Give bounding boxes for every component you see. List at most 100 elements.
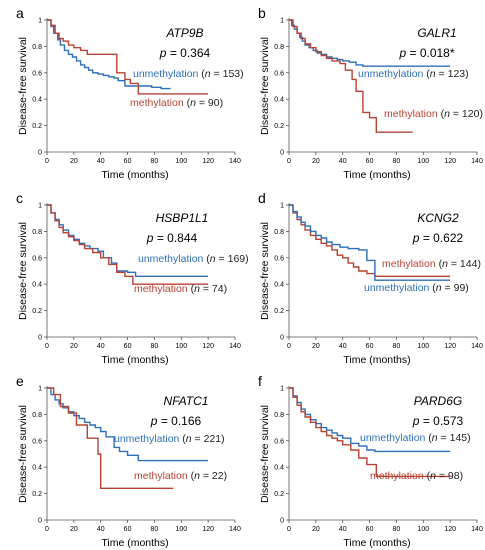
y-tick-label: 0.8 — [32, 412, 42, 419]
x-tick-label: 80 — [151, 526, 159, 533]
panel-c: c 0 0.2 0.4 0.6 0.8 1 0 20 40 60 80 100 120 140 Time (m… — [16, 190, 249, 366]
series-curve-unmethylation — [289, 204, 451, 281]
x-tick-label: 40 — [97, 343, 105, 350]
y-tick-label: 0.4 — [32, 282, 42, 289]
panel-letter: c — [16, 190, 23, 206]
series-label-methylation: methylation (n = 120) — [384, 108, 483, 120]
panel-b: b 0 0.2 0.4 0.6 0.8 1 0 20 40 60 80 100 120 140 Time (m… — [258, 5, 483, 181]
x-tick-label: 140 — [471, 158, 483, 165]
gene-name: ATP9B — [165, 26, 203, 40]
x-tick-label: 140 — [471, 526, 483, 533]
x-tick-label: 0 — [45, 343, 49, 350]
x-tick-label: 80 — [393, 526, 401, 533]
x-tick-label: 80 — [151, 343, 159, 350]
y-tick-label: 1 — [280, 203, 284, 210]
series-label-methylation: methylation (n = 90) — [130, 97, 223, 109]
y-tick-label: 0 — [280, 518, 284, 525]
panel-letter: b — [258, 5, 266, 21]
y-tick-label: 0 — [280, 335, 284, 342]
series-label-unmethylation: unmethylation (n = 99) — [364, 282, 469, 294]
x-tick-label: 40 — [339, 343, 347, 350]
p-value: p = 0.573 — [412, 414, 464, 428]
y-axis-title: Disease-free survival — [17, 37, 29, 135]
p-value: p = 0.166 — [150, 414, 202, 428]
series-curve-unmethylation — [47, 387, 209, 462]
y-tick-label: 1 — [38, 203, 42, 210]
series-label-unmethylation: unmethylation (n = 221) — [114, 433, 225, 445]
series-label-methylation: methylation (n = 98) — [370, 470, 463, 482]
x-tick-label: 120 — [444, 343, 456, 350]
gene-name: GALR1 — [417, 26, 456, 40]
y-tick-label: 0.2 — [32, 123, 42, 130]
x-tick-label: 140 — [471, 343, 483, 350]
x-tick-label: 0 — [287, 158, 291, 165]
y-tick-label: 0.8 — [274, 412, 284, 419]
x-tick-label: 20 — [70, 526, 78, 533]
y-tick-label: 0.6 — [32, 70, 42, 77]
series-curve-unmethylation — [47, 19, 171, 90]
y-tick-label: 0.4 — [32, 465, 42, 472]
series-curve-methylation — [289, 387, 451, 478]
panel-a: a 0 0.2 0.4 0.6 0.8 1 0 20 40 60 80 100 120 140 Time (m… — [16, 5, 244, 181]
p-value: p = 0.622 — [412, 231, 464, 245]
x-axis-title: Time (months) — [343, 537, 410, 549]
x-tick-label: 120 — [444, 158, 456, 165]
y-tick-label: 1 — [280, 18, 284, 25]
x-tick-label: 0 — [287, 343, 291, 350]
x-tick-label: 100 — [417, 158, 429, 165]
y-tick-label: 0.6 — [32, 255, 42, 262]
panel-letter: d — [258, 190, 266, 206]
p-value: p = 0.018* — [398, 46, 454, 60]
series-label-unmethylation: unmethylation (n = 145) — [360, 432, 471, 444]
series-label-methylation: methylation (n = 144) — [382, 258, 481, 270]
y-tick-label: 0.2 — [274, 123, 284, 130]
x-tick-label: 60 — [366, 158, 374, 165]
y-tick-label: 1 — [280, 386, 284, 393]
series-label-methylation: methylation (n = 74) — [134, 283, 227, 295]
x-tick-label: 100 — [175, 158, 187, 165]
x-tick-label: 20 — [312, 526, 320, 533]
x-tick-label: 20 — [70, 158, 78, 165]
x-axis-title: Time (months) — [101, 169, 168, 181]
p-value: p = 0.844 — [146, 231, 198, 245]
x-tick-label: 40 — [339, 526, 347, 533]
series-curve-methylation — [47, 204, 209, 285]
panel-letter: e — [16, 373, 24, 389]
gene-name: HSBP1L1 — [156, 211, 209, 225]
x-tick-label: 60 — [366, 526, 374, 533]
gene-name: KCNG2 — [417, 211, 459, 225]
x-tick-label: 20 — [70, 343, 78, 350]
y-tick-label: 0.8 — [274, 44, 284, 51]
x-tick-label: 140 — [229, 526, 241, 533]
panel-d: d 0 0.2 0.4 0.6 0.8 1 0 20 40 60 80 100 120 140 Time (m… — [258, 190, 483, 366]
x-axis-title: Time (months) — [343, 169, 410, 181]
x-tick-label: 120 — [202, 526, 214, 533]
y-axis-title: Disease-free survival — [17, 405, 29, 503]
x-tick-label: 60 — [124, 526, 132, 533]
x-tick-label: 20 — [312, 158, 320, 165]
series-curve-unmethylation — [289, 387, 451, 453]
panel-e: e 0 0.2 0.4 0.6 0.8 1 0 20 40 60 80 100 120 140 Time (m… — [16, 373, 241, 549]
x-axis-title: Time (months) — [101, 537, 168, 549]
y-tick-label: 0.6 — [274, 70, 284, 77]
y-tick-label: 0.8 — [32, 44, 42, 51]
y-tick-label: 0.2 — [274, 308, 284, 315]
x-tick-label: 140 — [229, 343, 241, 350]
series-curve-methylation — [289, 19, 413, 133]
y-tick-label: 0.2 — [274, 491, 284, 498]
y-tick-label: 0.8 — [32, 229, 42, 236]
y-tick-label: 0.4 — [274, 97, 284, 104]
x-tick-label: 80 — [151, 158, 159, 165]
series-label-unmethylation: unmethylation (n = 169) — [138, 253, 249, 265]
y-tick-label: 0.6 — [32, 438, 42, 445]
x-tick-label: 80 — [393, 158, 401, 165]
gene-name: NFATC1 — [164, 394, 209, 408]
y-tick-label: 0 — [38, 335, 42, 342]
y-axis-title: Disease-free survival — [17, 222, 29, 320]
y-tick-label: 0.2 — [32, 491, 42, 498]
x-axis-title: Time (months) — [101, 354, 168, 366]
series-curve-methylation — [47, 387, 174, 489]
panel-letter: a — [16, 5, 24, 21]
x-tick-label: 40 — [97, 158, 105, 165]
